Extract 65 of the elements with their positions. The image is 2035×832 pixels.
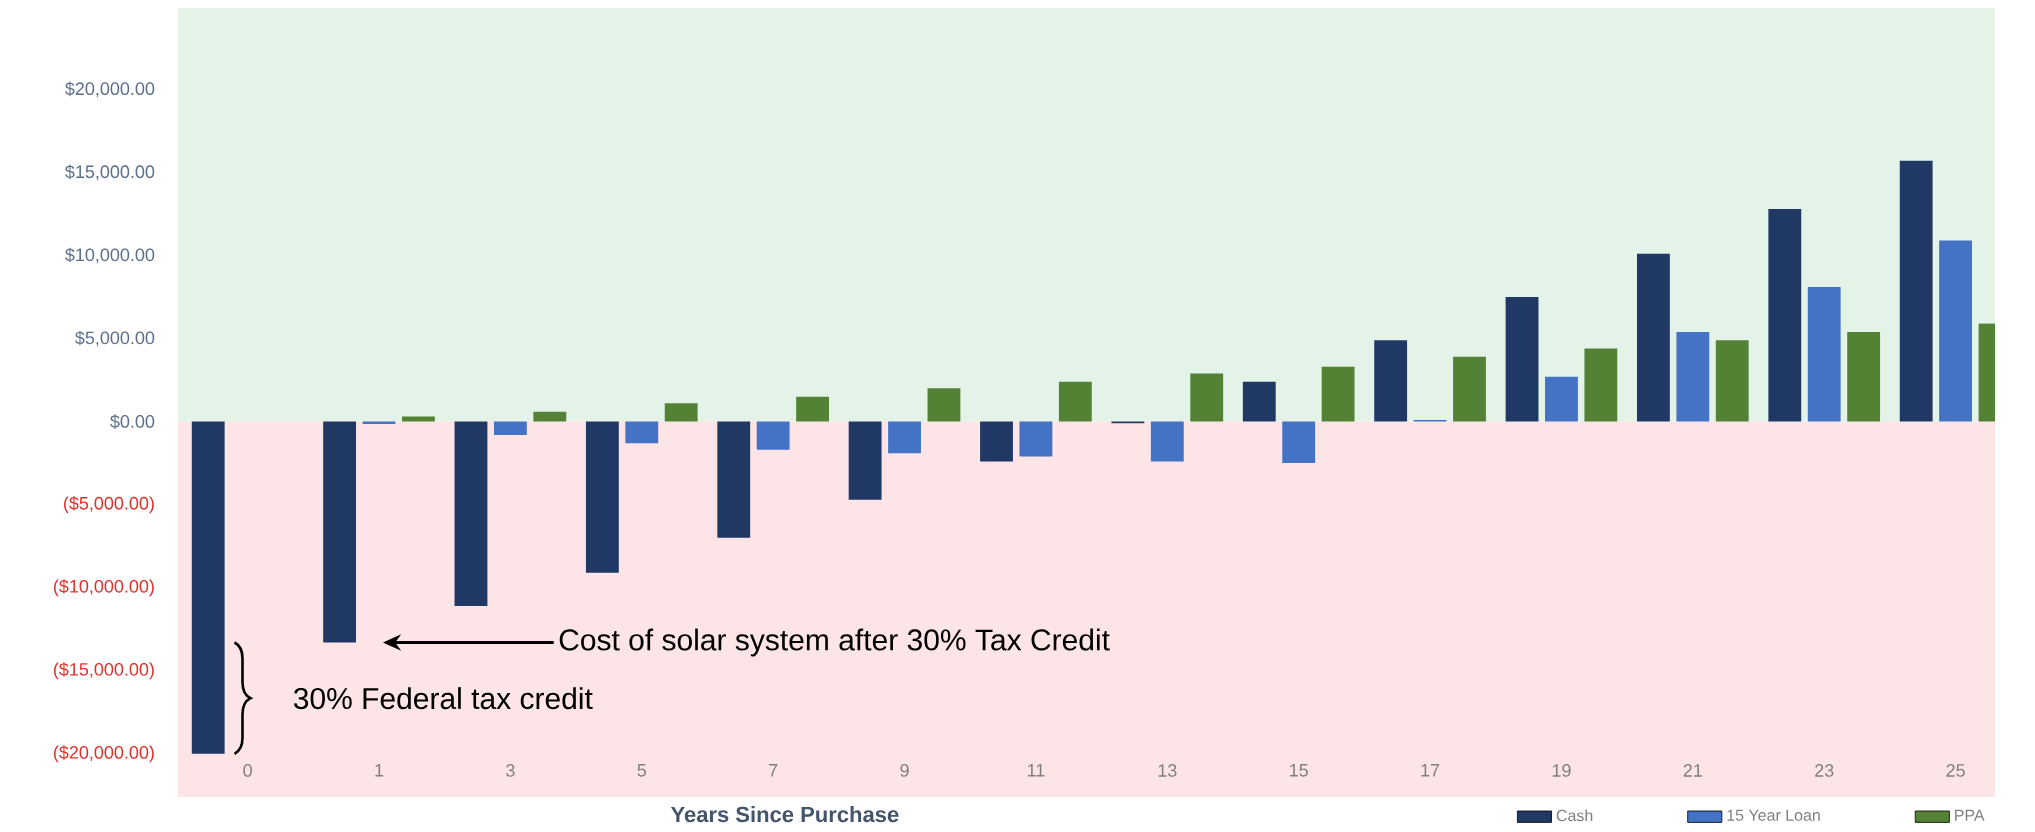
y-tick-label: $10,000.00 bbox=[65, 247, 155, 264]
x-tick-label: 5 bbox=[637, 764, 647, 777]
y-tick-label: $5,000.00 bbox=[75, 330, 155, 347]
bar bbox=[1768, 208, 1802, 422]
bar bbox=[1190, 373, 1224, 422]
x-tick-label: 1 bbox=[375, 764, 384, 777]
bar bbox=[625, 421, 659, 444]
y-tick-label: ($20,000.00) bbox=[53, 745, 154, 763]
bar bbox=[1019, 421, 1053, 457]
x-tick-label: 7 bbox=[769, 764, 778, 777]
x-tick-label: 23 bbox=[1815, 764, 1834, 777]
bar bbox=[402, 416, 435, 422]
x-tick-label: 21 bbox=[1683, 764, 1702, 777]
annotation: 30% Federal tax credit bbox=[293, 687, 593, 710]
x-tick-label: 13 bbox=[1158, 764, 1177, 777]
bar bbox=[1374, 340, 1408, 422]
bar bbox=[927, 388, 961, 422]
bar bbox=[848, 421, 882, 500]
bar bbox=[585, 421, 619, 573]
bar bbox=[454, 421, 488, 606]
x-tick-label: 11 bbox=[1027, 764, 1045, 777]
y-tick-label: ($15,000.00) bbox=[53, 662, 154, 680]
y-tick-label: $20,000.00 bbox=[65, 81, 155, 98]
bar bbox=[1058, 381, 1092, 422]
x-tick-label: 19 bbox=[1552, 764, 1571, 777]
legend-label: 15 Year Loan bbox=[1727, 809, 1820, 821]
bar bbox=[493, 421, 527, 435]
bar bbox=[1899, 160, 1933, 422]
bar bbox=[533, 411, 567, 422]
y-tick-label: $15,000.00 bbox=[65, 164, 155, 181]
legend-label: Cash bbox=[1556, 809, 1593, 822]
bar bbox=[1545, 376, 1578, 422]
x-tick-label: 17 bbox=[1421, 764, 1440, 777]
bar bbox=[1847, 331, 1881, 422]
x-tick-label: 15 bbox=[1290, 764, 1308, 777]
x-tick-label: 3 bbox=[506, 764, 515, 777]
bar bbox=[1939, 240, 1973, 422]
bar bbox=[1321, 366, 1355, 422]
bar bbox=[1807, 287, 1841, 422]
x-tick-label: 25 bbox=[1946, 764, 1965, 777]
annotation: Cost of solar system after 30% Tax Credit bbox=[559, 628, 1110, 657]
legend-label: PPA bbox=[1955, 809, 1985, 821]
bar bbox=[756, 421, 790, 450]
bar bbox=[1715, 340, 1749, 422]
bar bbox=[1282, 421, 1316, 464]
bar bbox=[1584, 348, 1618, 422]
bar bbox=[1150, 421, 1184, 462]
bar bbox=[888, 421, 921, 454]
x-axis-title: Years Since Purchase bbox=[670, 806, 899, 823]
bar bbox=[323, 421, 357, 643]
y-tick-label: ($5,000.00) bbox=[64, 496, 154, 514]
bar bbox=[1242, 381, 1276, 422]
bar bbox=[980, 421, 1013, 462]
bar bbox=[796, 396, 829, 422]
bar bbox=[1636, 253, 1670, 422]
bar bbox=[1453, 356, 1486, 422]
x-tick-label: 9 bbox=[900, 764, 909, 777]
bar bbox=[664, 403, 698, 422]
bar bbox=[1505, 297, 1539, 422]
bar bbox=[191, 421, 225, 754]
y-tick-label: ($10,000.00) bbox=[53, 579, 154, 597]
bar bbox=[717, 421, 751, 538]
bar bbox=[1676, 331, 1710, 422]
x-tick-label: 0 bbox=[243, 764, 252, 777]
y-tick-label: $0.00 bbox=[110, 414, 155, 429]
